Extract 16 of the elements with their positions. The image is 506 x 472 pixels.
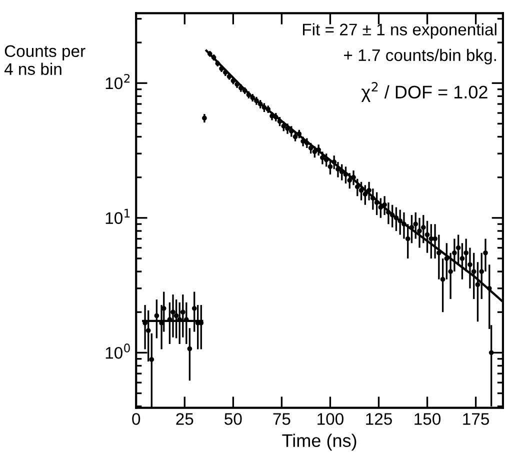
annotation: Fit = 27 ± 1 ns exponential: [303, 23, 496, 39]
y-axis-title: Counts per 4 ns bin: [4, 45, 86, 75]
x-axis-title: Time (ns): [282, 434, 356, 451]
x-tick-label: 100: [318, 413, 344, 425]
y-tick-label: 10$^{1}$: [106, 208, 130, 224]
x-tick-label: 75: [273, 413, 290, 425]
annotation: χ$^{2}$ / DOF = 1.02: [361, 82, 488, 102]
annotation: + 1.7 counts/bin bkg.: [344, 48, 496, 64]
x-tick-label: 125: [366, 413, 392, 425]
x-tick-label: 50: [224, 413, 242, 425]
x-tick-label: 25: [176, 413, 194, 425]
x-tick-label: 175: [463, 413, 489, 425]
y-tick-label: 10$^{2}$: [106, 74, 130, 90]
y-tick-label: 10$^{0}$: [106, 344, 130, 359]
x-tick-label: 150: [414, 413, 441, 425]
x-tick-label: 0: [132, 413, 140, 425]
